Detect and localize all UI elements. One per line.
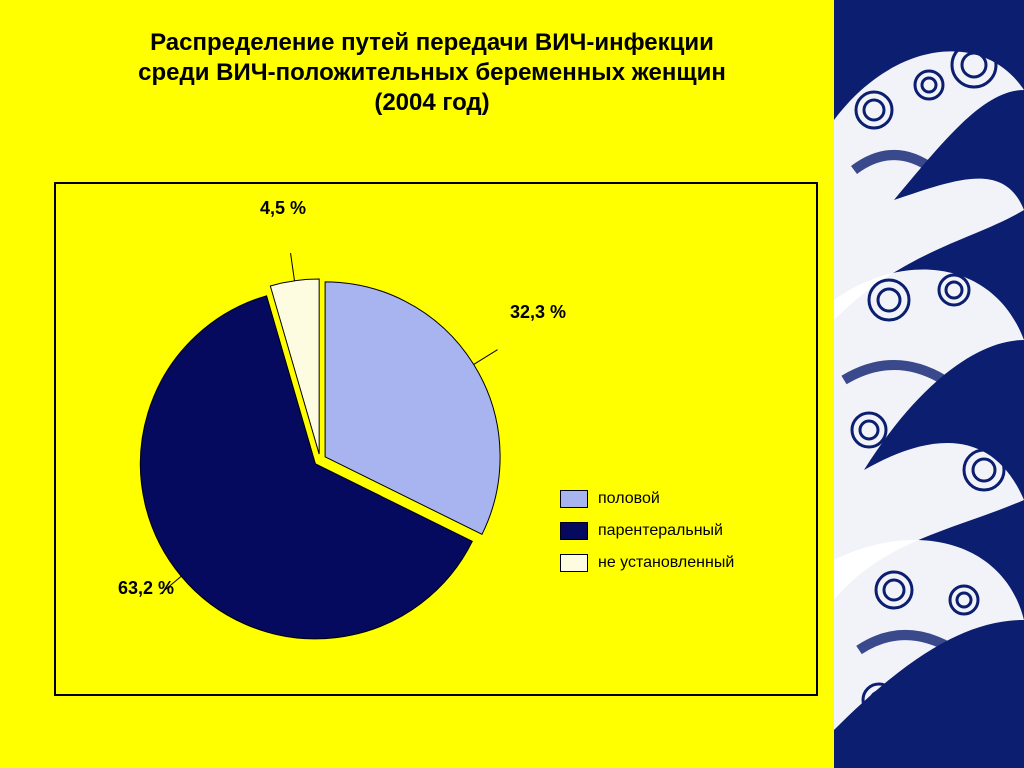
slide-title: Распределение путей передачи ВИЧ-инфекци…: [50, 28, 814, 118]
legend-swatch-unknown: [560, 554, 588, 572]
legend-label-sexual: половой: [598, 490, 660, 508]
slice-label-unknown: 4,5 %: [260, 198, 306, 219]
title-line-1: Распределение путей передачи ВИЧ-инфекци…: [50, 28, 814, 58]
legend: половой парентеральный не установленный: [560, 490, 734, 586]
legend-label-parenteral: парентеральный: [598, 522, 723, 540]
wave-svg: [834, 0, 1024, 768]
legend-swatch-parenteral: [560, 522, 588, 540]
legend-item-sexual: половой: [560, 490, 734, 508]
legend-label-unknown: не установленный: [598, 554, 734, 572]
wave-decor: [834, 0, 1024, 768]
slice-label-sexual: 32,3 %: [510, 302, 566, 323]
leader-sexual: [474, 350, 498, 365]
legend-item-parenteral: парентеральный: [560, 522, 734, 540]
title-line-2: среди ВИЧ-положительных беременных женщи…: [50, 58, 814, 88]
slide: Распределение путей передачи ВИЧ-инфекци…: [0, 0, 1024, 768]
legend-swatch-sexual: [560, 490, 588, 508]
legend-item-unknown: не установленный: [560, 554, 734, 572]
title-line-3: (2004 год): [50, 88, 814, 118]
slice-label-parenteral: 63,2 %: [118, 578, 174, 599]
leader-unknown: [291, 253, 295, 281]
pie-chart: [54, 182, 814, 692]
